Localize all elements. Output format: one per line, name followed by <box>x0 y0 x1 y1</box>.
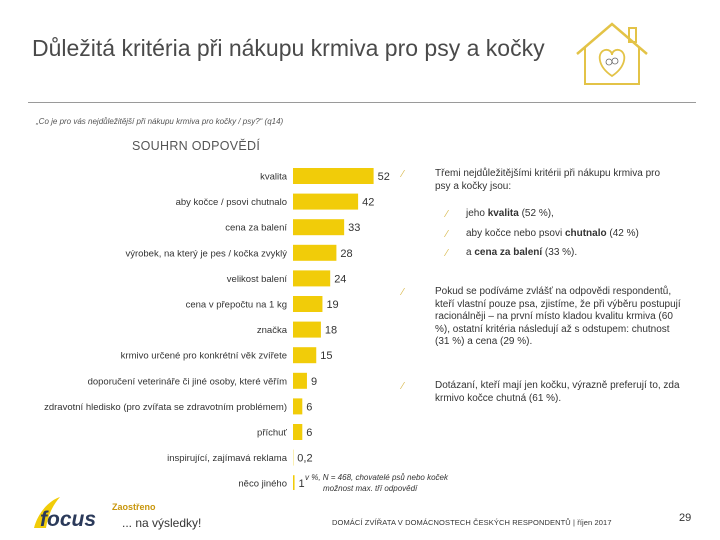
sub-item-text: jeho kvalita (52 %), <box>466 208 554 219</box>
value-label: 15 <box>320 350 332 362</box>
footer-text: DOMÁCÍ ZVÍŘATA V DOMÁCNOSTECH ČESKÝCH RE… <box>332 518 612 527</box>
logo-text: focus <box>40 508 96 531</box>
sub-item-text: aby kočce nebo psovi chutnalo (42 %) <box>466 228 639 239</box>
category-label: něco jiného <box>238 479 287 490</box>
paragraph-cats: Dotázaní, kteří mají jen kočku, výrazně … <box>435 380 680 404</box>
slide-title: Důležitá kritéria při nákupu krmiva pro … <box>32 35 545 61</box>
focus-logo: focus <box>34 497 96 531</box>
summary-heading: SOUHRN ODPOVĚDÍ <box>132 139 261 153</box>
category-label: značka <box>257 325 288 336</box>
sub-item-text: a cena za balení (33 %). <box>466 247 578 258</box>
tagline-top: Zaostřeno <box>112 502 156 512</box>
category-label: inspirující, zajímavá reklama <box>167 453 288 464</box>
bullet-icon: ⁄ <box>446 248 448 259</box>
value-label: 42 <box>362 197 374 209</box>
category-label: příchuť <box>257 428 287 439</box>
bar <box>293 168 374 184</box>
category-label: zdravotní hledisko (pro zvířata se zdrav… <box>44 402 287 413</box>
tagline-bottom: ... na výsledky! <box>122 516 202 530</box>
category-label: výrobek, na který je pes / kočka zvyklý <box>125 248 287 259</box>
bar <box>293 219 345 236</box>
category-label: cena za balení <box>225 223 287 234</box>
bullet-icon: ⁄ <box>446 209 448 220</box>
value-label: 6 <box>306 401 312 413</box>
title-divider <box>28 102 696 103</box>
bar <box>293 244 337 261</box>
value-label: 18 <box>325 325 337 337</box>
criteria-bar-chart: kvalita 52 aby kočce / psovi chutnalo 42 cen… <box>44 168 390 490</box>
bar <box>293 424 303 440</box>
bar <box>293 475 295 490</box>
survey-question: „Co je pro vás nejdůležitější při nákupu… <box>36 117 284 126</box>
bar <box>293 270 331 287</box>
value-label: 19 <box>326 299 338 311</box>
page-number: 29 <box>679 512 692 524</box>
commentary-intro: Třemi nejdůležitějšími kritérii při náku… <box>435 168 661 192</box>
value-label: 6 <box>306 427 312 439</box>
house-heart-icon <box>576 22 648 85</box>
category-label: velikost balení <box>227 274 288 285</box>
value-label: 0,2 <box>297 453 312 465</box>
bar <box>293 398 303 415</box>
value-label: 33 <box>348 222 360 234</box>
paragraph-dogs: Pokud se podíváme zvlášť na odpovědi res… <box>435 286 681 347</box>
value-label: 28 <box>340 248 352 260</box>
bullet-icon: ⁄ <box>446 229 448 240</box>
bar <box>293 321 321 338</box>
bar <box>293 372 307 389</box>
bullet-icon: ⁄ <box>402 287 404 298</box>
value-label: 52 <box>378 171 390 183</box>
bar <box>293 193 359 210</box>
bar <box>293 296 323 312</box>
chart-footnote: v %, N = 468, chovatelé psů nebo koček m… <box>305 472 448 494</box>
category-label: cena v přepočtu na 1 kg <box>186 300 287 311</box>
footnote-answers: možnost max. tří odpovědí <box>323 484 418 493</box>
bar <box>293 347 317 364</box>
footnote-sample: v %, N = 468, chovatelé psů nebo koček <box>305 473 448 482</box>
value-label: 1 <box>299 478 305 490</box>
category-label: aby kočce / psovi chutnalo <box>176 197 287 208</box>
bullet-icon: ⁄ <box>402 381 404 392</box>
value-label: 24 <box>334 273 346 285</box>
category-label: krmivo určené pro konkrétní věk zvířete <box>121 351 287 362</box>
bullet-icon: ⁄ <box>402 169 404 180</box>
category-label: kvalita <box>260 172 288 183</box>
category-label: doporučení veterináře či jiné osoby, kte… <box>88 376 288 387</box>
value-label: 9 <box>311 376 317 388</box>
